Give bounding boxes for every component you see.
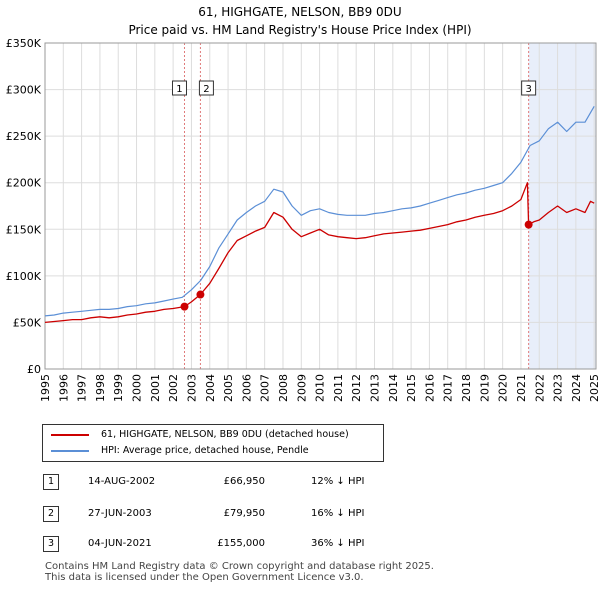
sale-label-box (171, 80, 187, 96)
x-tick-label: 1996 (57, 374, 70, 402)
x-tick-label: 2002 (167, 374, 180, 402)
transaction-price: £155,000 (217, 538, 265, 549)
transaction-number: 3 (43, 536, 59, 552)
y-tick-label: £300K (6, 84, 42, 97)
transaction-hpi-diff: 12% ↓ HPI (311, 476, 365, 487)
y-tick-label: £350K (6, 37, 42, 50)
x-tick-label: 2012 (350, 374, 363, 402)
x-tick-label: 1999 (112, 374, 125, 402)
chart-subtitle: Price paid vs. HM Land Registry's House … (128, 23, 472, 37)
footer: Contains HM Land Registry data © Crown c… (45, 561, 434, 583)
x-tick-label: 2013 (369, 374, 382, 402)
sale-point (180, 302, 189, 311)
transaction-hpi-diff: 36% ↓ HPI (311, 538, 365, 549)
x-tick-label: 2016 (423, 374, 436, 402)
price-chart: £0 £50K £100K £150K £200K £250K £300K £350K 1995… (6, 37, 600, 402)
x-tick-label: 2000 (131, 374, 144, 402)
transaction-number: 2 (43, 506, 59, 522)
x-tick-label: 2021 (515, 374, 528, 402)
transaction-date: 04-JUN-2021 (88, 538, 152, 549)
x-tick-label: 2019 (478, 374, 491, 402)
x-tick-label: 2006 (240, 374, 253, 402)
x-tick-label: 2003 (185, 374, 198, 402)
transaction-price: £79,950 (223, 508, 265, 519)
sale-label: 2 (203, 84, 209, 95)
sale-point (524, 220, 533, 229)
transaction-hpi-diff: 16% ↓ HPI (311, 508, 365, 519)
transaction-row: 1 14-AUG-2002 £66,950 12% ↓ HPI (43, 474, 403, 492)
x-tick-label: 2024 (570, 374, 583, 402)
series-line-hpi (44, 105, 595, 317)
transaction-number: 1 (43, 474, 59, 490)
transaction-date: 14-AUG-2002 (88, 476, 156, 487)
sale-label-box (198, 80, 214, 96)
x-tick-label: 2017 (442, 374, 455, 402)
y-tick-label: £150K (6, 223, 42, 236)
x-tick-label: 2014 (387, 374, 400, 402)
chart-title-block: 61, HIGHGATE, NELSON, BB9 0DU Price paid… (0, 3, 600, 39)
legend-label-property: 61, HIGHGATE, NELSON, BB9 0DU (detached … (101, 429, 349, 440)
x-tick-label: 2007 (259, 374, 272, 402)
x-tick-label: 2005 (222, 374, 235, 402)
plot-frame (44, 42, 597, 370)
sale-label: 1 (176, 84, 182, 95)
legend-swatch-property (51, 434, 89, 436)
legend-label-hpi: HPI: Average price, detached house, Pend… (101, 445, 309, 456)
x-tick-label: 2009 (295, 374, 308, 402)
plot-area (45, 43, 596, 369)
x-tick-label: 2025 (588, 374, 600, 402)
transaction-price: £66,950 (223, 476, 265, 487)
y-tick-label: £50K (13, 316, 42, 329)
x-tick-label: 2011 (332, 374, 345, 402)
footer-licence: This data is licensed under the Open Gov… (45, 572, 364, 583)
sale-label: 3 (525, 84, 531, 95)
transaction-row: 2 27-JUN-2003 £79,950 16% ↓ HPI (43, 506, 403, 524)
x-tick-label: 2004 (204, 374, 217, 402)
legend-swatch-hpi (51, 450, 89, 452)
series-line-property (44, 182, 595, 324)
x-tick-label: 2008 (277, 374, 290, 402)
x-tick-label: 1995 (39, 374, 52, 402)
y-tick-label: £250K (6, 130, 42, 143)
shaded-region (528, 43, 596, 369)
y-tick-label: £0 (27, 363, 41, 376)
chart-title: 61, HIGHGATE, NELSON, BB9 0DU (198, 5, 402, 19)
x-tick-label: 2001 (149, 374, 162, 402)
y-tick-label: £200K (6, 177, 42, 190)
footer-copyright: Contains HM Land Registry data © Crown c… (45, 561, 434, 572)
x-tick-label: 2023 (552, 374, 565, 402)
transaction-date: 27-JUN-2003 (88, 508, 152, 519)
x-tick-label: 1998 (94, 374, 107, 402)
x-tick-label: 1997 (76, 374, 89, 402)
sale-label-box (521, 80, 537, 96)
sale-point (196, 290, 205, 299)
transaction-row: 3 04-JUN-2021 £155,000 36% ↓ HPI (43, 536, 403, 554)
x-tick-label: 2018 (460, 374, 473, 402)
x-tick-label: 2015 (405, 374, 418, 402)
x-tick-label: 2022 (533, 374, 546, 402)
x-tick-label: 2020 (497, 374, 510, 402)
legend: 61, HIGHGATE, NELSON, BB9 0DU (detached … (42, 424, 384, 462)
x-tick-label: 2010 (314, 374, 327, 402)
y-tick-label: £100K (6, 270, 42, 283)
